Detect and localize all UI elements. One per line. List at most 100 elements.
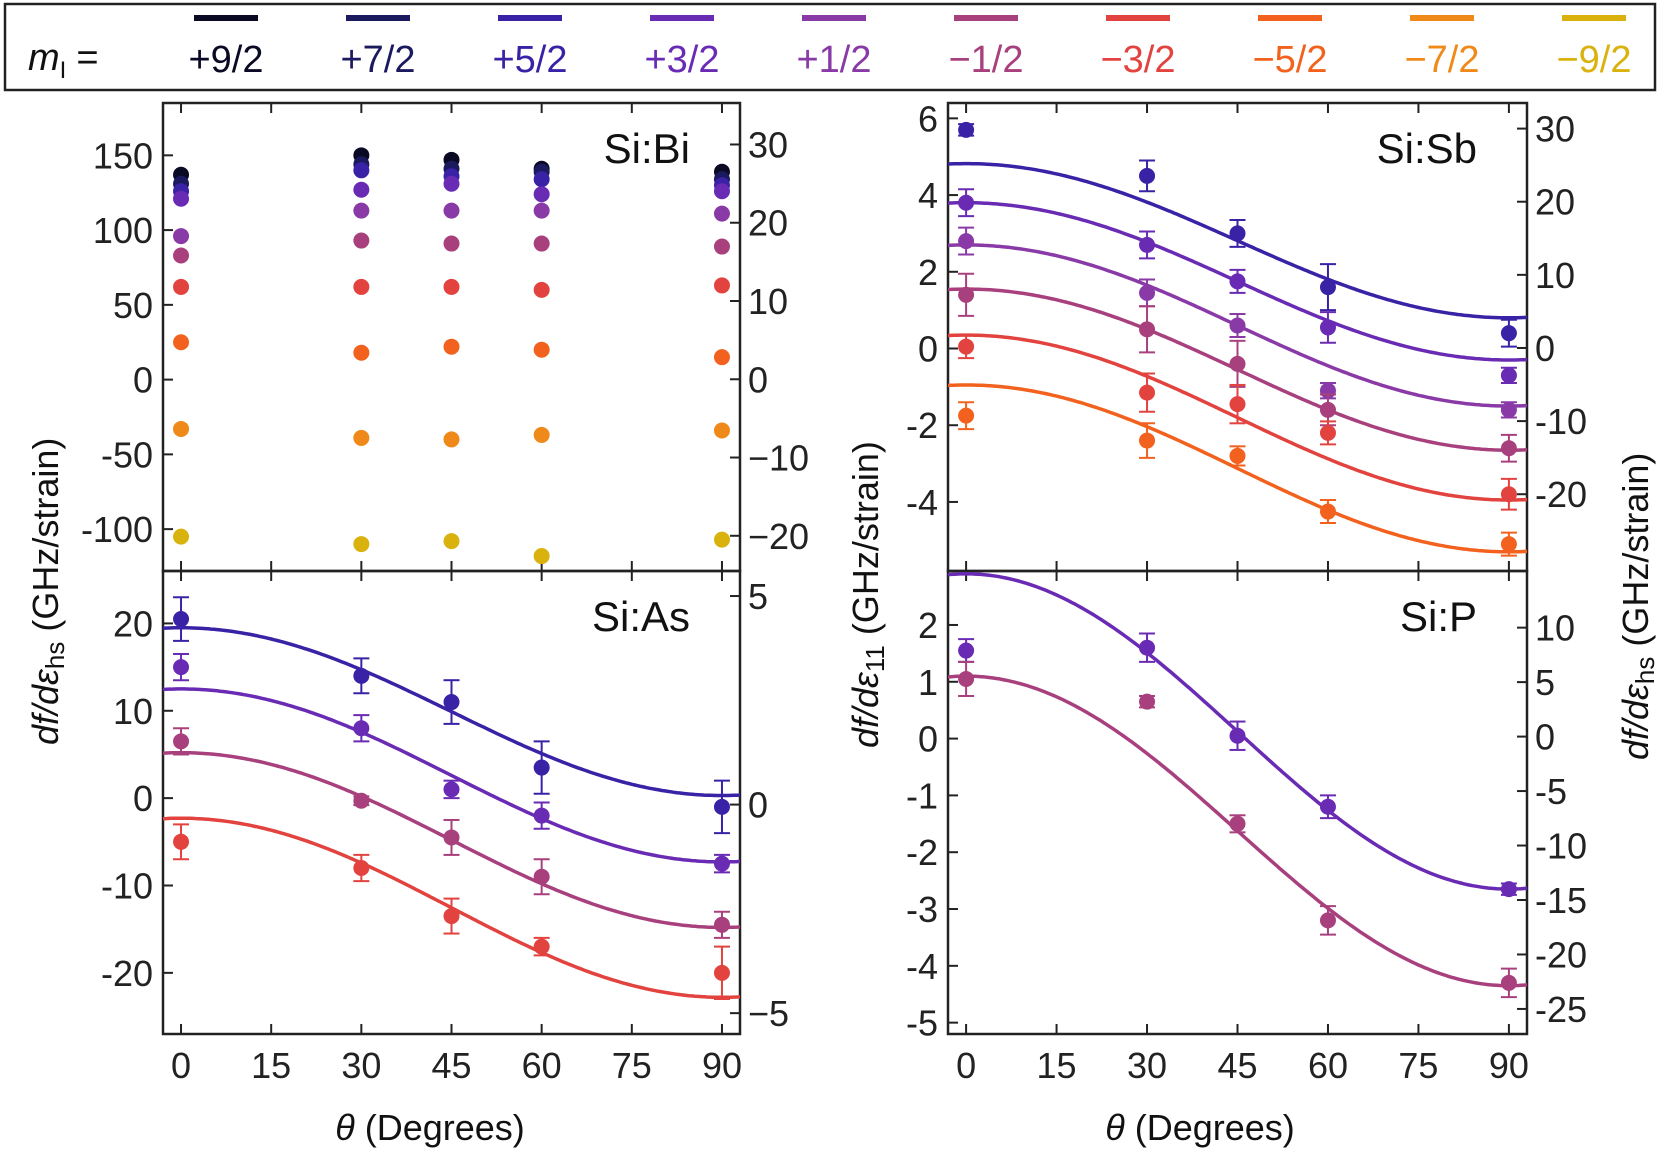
data-point	[533, 235, 550, 252]
data-point	[713, 916, 730, 933]
data-point	[353, 344, 370, 361]
right-y-tick-label: −10	[748, 438, 809, 479]
right-y-tick-label: 30	[1535, 109, 1575, 150]
data-series	[948, 383, 1527, 557]
right-y-tick-label: 0	[1535, 717, 1555, 758]
data-point	[1139, 321, 1156, 338]
data-point	[1500, 367, 1517, 384]
data-point	[533, 171, 550, 188]
data-point	[443, 175, 460, 192]
left-x-axis-label: θ (Degrees)	[335, 1107, 525, 1148]
data-point	[353, 202, 370, 219]
y-tick-label: 2	[918, 605, 938, 646]
data-series	[163, 596, 740, 835]
data-point	[1319, 912, 1336, 929]
data-point	[353, 181, 370, 198]
data-series	[173, 277, 730, 298]
right-y-tick-label: -5	[1535, 771, 1567, 812]
data-series	[173, 175, 730, 207]
legend-title: mI =	[28, 37, 99, 84]
legend-entry-label: +3/2	[644, 39, 719, 81]
data-point	[1139, 693, 1156, 710]
y-tick-label: -20	[101, 953, 153, 994]
data-point	[713, 238, 730, 255]
data-point	[533, 186, 550, 203]
right-y-axis-label: df/dεhs (GHz/strain)	[1615, 453, 1660, 760]
y-tick-label: -1	[906, 775, 938, 816]
x-tick-label: 0	[956, 1045, 976, 1086]
data-point	[173, 611, 190, 628]
y-tick-label: -100	[81, 509, 153, 550]
data-series	[163, 816, 740, 1001]
data-point	[173, 528, 190, 545]
y-tick-label: -10	[101, 865, 153, 906]
middle-y-axis-label: df/dε11 (GHz/strain)	[845, 441, 890, 748]
right-y-tick-label: 10	[748, 281, 788, 322]
data-point	[1139, 167, 1156, 184]
data-point	[1319, 503, 1336, 520]
data-point	[1229, 273, 1246, 290]
data-series	[173, 420, 730, 448]
data-point	[173, 833, 190, 850]
data-point	[353, 232, 370, 249]
data-series	[173, 202, 730, 245]
legend-entry-label: −9/2	[1556, 39, 1631, 81]
data-point	[1500, 881, 1517, 898]
data-point	[353, 667, 370, 684]
data-point	[533, 807, 550, 824]
data-point	[958, 194, 975, 211]
data-point	[958, 670, 975, 687]
data-point	[1319, 279, 1336, 296]
data-point	[713, 531, 730, 548]
legend-entries: +9/2 +7/2 +5/2 +3/2 +1/2 −1/2 −3/2 −5/2 −7/2 −9/2	[188, 15, 1632, 81]
data-point	[1319, 424, 1336, 441]
data-point	[713, 183, 730, 200]
data-point	[713, 277, 730, 294]
data-point	[173, 247, 190, 264]
right-y-tick-label: -20	[1535, 934, 1587, 975]
legend-entry-label: −3/2	[1100, 39, 1175, 81]
data-point	[353, 536, 370, 553]
data-point	[713, 205, 730, 222]
data-point	[713, 855, 730, 872]
legend-entry-label: +1/2	[796, 39, 871, 81]
data-point	[173, 420, 190, 437]
data-point	[713, 798, 730, 815]
data-point	[958, 338, 975, 355]
data-point	[443, 338, 460, 355]
data-point	[1229, 727, 1246, 744]
data-point	[533, 938, 550, 955]
y-tick-label: 6	[918, 98, 938, 139]
data-point	[1229, 225, 1246, 242]
data-series	[948, 572, 1527, 898]
y-tick-label: -2	[906, 832, 938, 873]
right-y-tick-label: 30	[748, 124, 788, 165]
right-y-tick-label: 20	[748, 203, 788, 244]
data-point	[713, 422, 730, 439]
data-point	[533, 759, 550, 776]
x-tick-label: 45	[431, 1045, 471, 1086]
y-tick-label: -2	[906, 405, 938, 446]
data-point	[443, 694, 460, 711]
right-y-tick-label: 0	[748, 785, 768, 826]
data-point	[353, 860, 370, 877]
data-point	[353, 278, 370, 295]
data-point	[443, 202, 460, 219]
data-series	[173, 232, 730, 264]
data-point	[1139, 236, 1156, 253]
data-point	[713, 349, 730, 366]
panel-si-as: -20 -10 0 10 20 −5 0 5 0 15 30 45 60 75 90 Si:As	[101, 569, 789, 1086]
data-point	[353, 429, 370, 446]
panel-title: Si:Sb	[1377, 125, 1477, 172]
data-series	[948, 272, 1527, 463]
data-point	[533, 868, 550, 885]
data-point	[1500, 440, 1517, 457]
legend-entry-label: +7/2	[340, 39, 415, 81]
x-tick-label: 60	[522, 1045, 562, 1086]
y-tick-label: 2	[918, 252, 938, 293]
right-y-tick-label: 20	[1535, 182, 1575, 223]
right-y-tick-label: -10	[1535, 826, 1587, 867]
y-tick-label: -5	[906, 1003, 938, 1044]
